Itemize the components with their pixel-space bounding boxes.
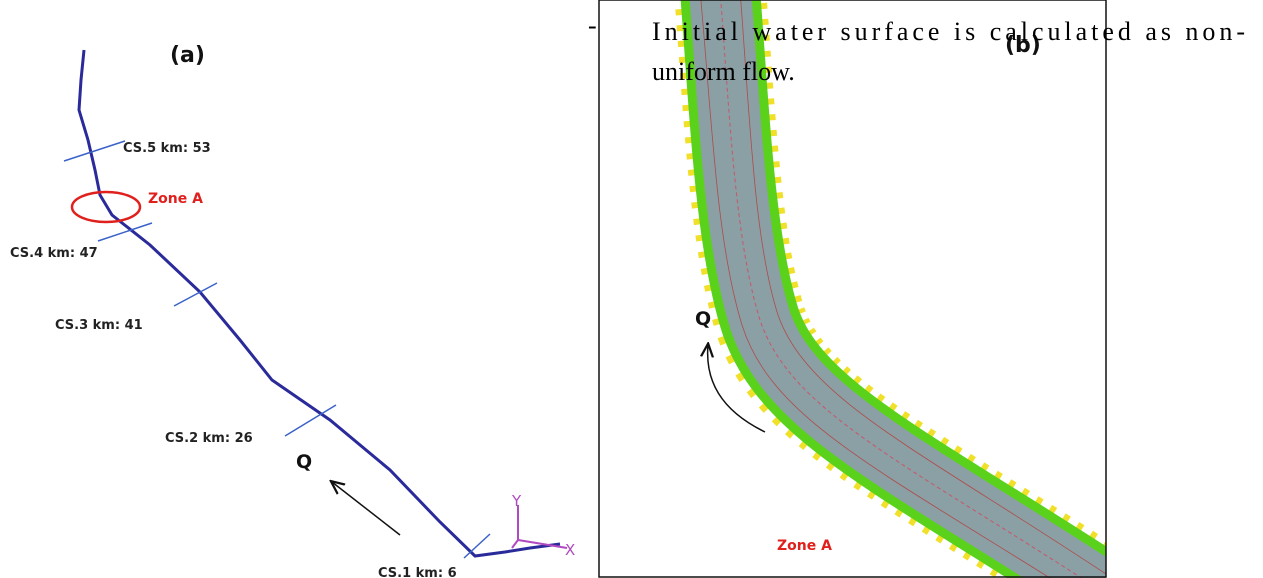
figure: (a) CS.5 km: 53 Zone A CS.4 km: 47 CS.3 … [0,0,1263,578]
axes-icon [512,505,567,548]
panel-frame [599,0,1106,577]
cross-section [64,141,125,161]
bullet: - [588,11,597,40]
cs-label: CS.2 km: 26 [165,431,253,446]
cs-label: CS.3 km: 41 [55,318,143,333]
text-line: uniform flow. [652,57,795,86]
cs-label: CS.5 km: 53 [123,141,211,156]
flow-label: Q [695,308,711,330]
cs-label: CS.4 km: 47 [10,246,98,261]
cs-label: CS.1 km: 6 [378,566,457,578]
panel-a: (a) CS.5 km: 53 Zone A CS.4 km: 47 CS.3 … [10,43,575,578]
cross-sections [64,141,490,558]
zone-label: Zone A [148,191,203,207]
panel-label: (a) [170,43,205,68]
axis-label: X [565,541,575,559]
flow-arrow [332,482,400,535]
panel-b: (b) Q Zone A [599,0,1115,578]
river-line [79,50,560,556]
flow-label: Q [296,451,312,473]
zone-label: Zone A [777,538,832,554]
axis-label: Y [511,492,522,510]
